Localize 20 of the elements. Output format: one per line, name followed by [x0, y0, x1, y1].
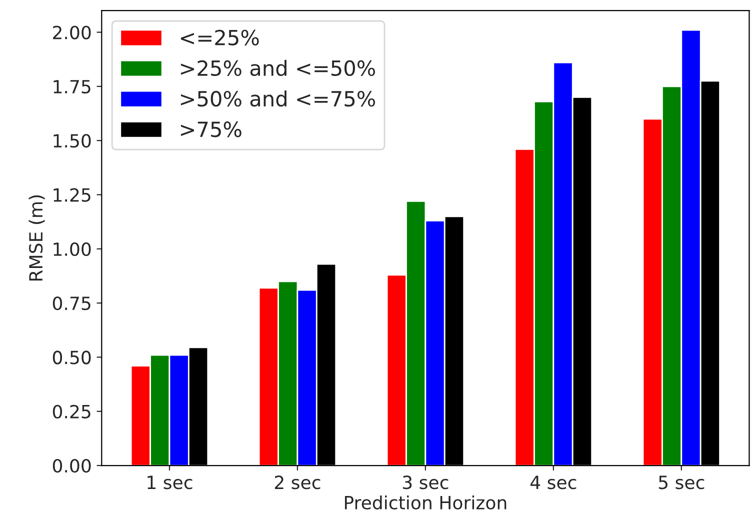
- y-tick-label: 1.00: [54, 242, 91, 256]
- y-tick-label: 2.00: [53, 26, 91, 40]
- legend-label: >50% and <=75%: [180, 90, 376, 107]
- x-tick-label: 4 sec: [530, 476, 576, 490]
- y-tick-label: 1.50: [54, 134, 91, 148]
- y-tick-label: 1.75: [54, 80, 90, 94]
- y-tick-label: 1.25: [54, 188, 90, 202]
- y-tick-label: 0.50: [52, 350, 91, 364]
- x-tick-label: 1 sec: [148, 476, 192, 490]
- x-tick-label: 5 sec: [658, 476, 704, 490]
- y-tick-label: 0.25: [52, 404, 90, 418]
- x-tick-label: 2 sec: [274, 476, 320, 490]
- x-tick-label: 3 sec: [402, 476, 448, 490]
- x-axis-title: Prediction Horizon: [344, 495, 506, 510]
- y-axis-title: RMSE (m): [28, 195, 45, 280]
- legend-label: <=25%: [180, 30, 259, 46]
- legend-label: >75%: [180, 121, 242, 138]
- legend-label: >25% and <=50%: [180, 60, 376, 76]
- y-tick-label: 0.00: [52, 458, 91, 473]
- y-tick-label: 0.75: [52, 296, 90, 310]
